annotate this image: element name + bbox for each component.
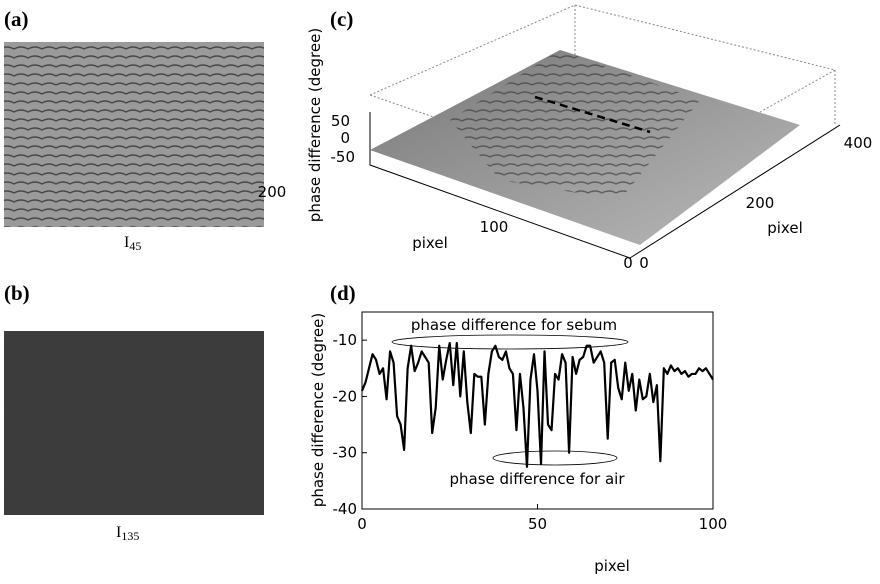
axis-label: phase difference (degree) [306,28,324,222]
panel-label: (c) [330,7,353,31]
image-texture [4,42,264,227]
x-axis-label: pixel [594,557,630,575]
x-tick-label: 50 [528,515,547,533]
y-tick-label: -20 [333,387,358,405]
box [368,4,837,186]
dashed-line [534,95,651,134]
annotation: phase difference for air [449,470,625,488]
y-axis-label: phase difference (degree) [309,313,327,507]
left-tick-label: 200 [258,183,287,201]
x-tick-label: 100 [699,515,728,533]
right-tick-label: 0 [639,254,649,272]
axes [369,112,841,259]
image-texture [4,331,264,515]
annotation-ellipse [492,450,618,466]
left-tick-label: 100 [480,218,509,236]
annotation: phase difference for sebum [411,316,617,334]
x-tick-label: 0 [357,515,367,533]
y-tick-label: -10 [333,331,358,349]
panel-label: (d) [330,281,356,305]
y-tick-label: -40 [333,500,358,518]
surface-texture [450,50,700,200]
right-tick-label: 400 [844,134,873,152]
caption: I45 [124,234,141,253]
z-tick-label: -50 [331,148,356,166]
axis-label: pixel [767,219,803,237]
z-tick-label: 50 [331,112,350,130]
panel-label: (b) [4,281,30,305]
axis-label: pixel [412,234,448,252]
z-tick-label: 0 [340,129,350,147]
right-tick-label: 200 [746,194,775,212]
caption: I135 [116,524,139,543]
y-tick-label: -30 [333,444,358,462]
left-tick-label: 0 [623,254,633,272]
annotation-ellipse [391,334,629,350]
panel-label: (a) [4,7,29,31]
line [360,341,714,468]
